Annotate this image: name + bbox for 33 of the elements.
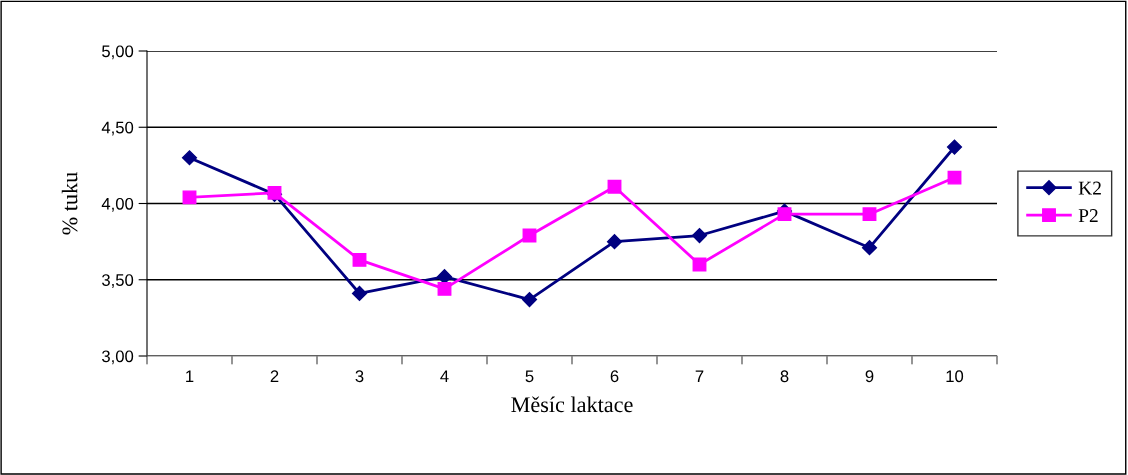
point — [182, 190, 197, 205]
x-tick-label: 6 — [610, 370, 619, 383]
y-axis-title: % tuku — [61, 172, 78, 235]
point — [606, 234, 623, 250]
point — [862, 207, 877, 222]
x-tick-label: 4 — [440, 370, 449, 382]
y-tick-label: 3,00 — [102, 350, 134, 365]
point — [521, 292, 538, 308]
x-tick-label: 10 — [946, 370, 964, 383]
legend-label: K2 — [1078, 181, 1101, 195]
x-tick-label: 8 — [780, 370, 789, 383]
x-tick-label: 7 — [695, 370, 704, 382]
y-tick-label: 3,50 — [102, 274, 134, 288]
x-tick-label: 1 — [186, 370, 194, 382]
point — [607, 179, 622, 194]
x-axis-title: Měsíc laktace — [511, 396, 633, 413]
point — [861, 240, 878, 256]
y-tick-label: 4,00 — [101, 197, 134, 212]
point — [437, 281, 452, 296]
x-tick-label: 9 — [865, 370, 874, 383]
x-tick-label: 3 — [355, 370, 364, 383]
y-tick-label: 5,00 — [102, 45, 134, 60]
point — [181, 150, 198, 166]
x-tick-label: 5 — [525, 370, 534, 383]
point — [351, 285, 368, 302]
legend-label: P2 — [1078, 209, 1098, 222]
point — [947, 170, 962, 185]
y-tick-label: 4,50 — [101, 121, 134, 136]
x-tick-label: 2 — [270, 370, 279, 382]
point — [352, 252, 367, 267]
point — [691, 227, 708, 244]
point — [946, 139, 963, 155]
point — [777, 207, 792, 222]
